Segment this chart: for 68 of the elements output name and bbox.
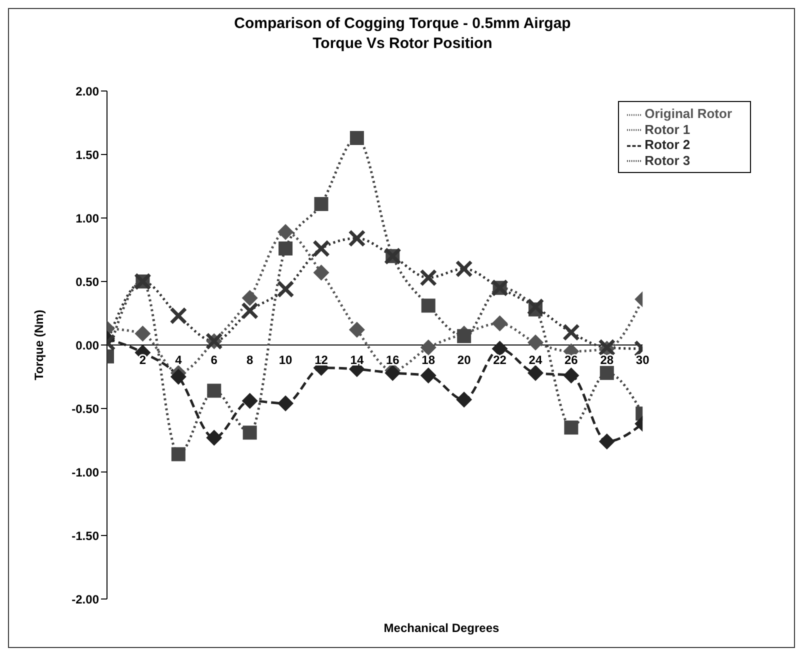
point bbox=[278, 241, 293, 256]
point bbox=[492, 315, 508, 332]
point bbox=[206, 430, 222, 446]
x-axis-title: Mechanical Degrees bbox=[382, 621, 500, 635]
point bbox=[241, 302, 259, 320]
point bbox=[314, 197, 328, 212]
y-tick-label: 1.50 bbox=[76, 148, 100, 162]
x-tick-label: 12 bbox=[314, 353, 328, 367]
point bbox=[242, 290, 258, 306]
x-tick-label: 26 bbox=[564, 353, 578, 367]
point bbox=[420, 340, 436, 356]
legend-label: Original Rotor bbox=[644, 106, 732, 121]
x-tick-label: 28 bbox=[600, 353, 614, 367]
point bbox=[171, 447, 186, 462]
point bbox=[278, 224, 294, 240]
y-tick-label: -1.00 bbox=[72, 465, 100, 480]
point bbox=[312, 240, 330, 258]
point bbox=[242, 392, 258, 409]
x-tick-label: 16 bbox=[386, 353, 400, 367]
point bbox=[564, 420, 578, 435]
y-tick-label: 2.00 bbox=[76, 84, 100, 98]
point bbox=[526, 298, 544, 316]
point bbox=[348, 230, 366, 248]
point bbox=[562, 324, 580, 342]
chart-title: Comparison of Cogging Torque - 0.5mm Airgap bbox=[233, 15, 572, 32]
y-tick-label: 0.50 bbox=[76, 274, 100, 289]
x-tick-label: 4 bbox=[175, 353, 182, 367]
point bbox=[527, 364, 544, 381]
y-tick-label: -0.50 bbox=[72, 402, 100, 416]
chart-subtitle: Torque Vs Rotor Position bbox=[312, 35, 494, 52]
point bbox=[350, 130, 364, 145]
x-tick-label: 22 bbox=[493, 353, 507, 367]
x-tick-label: 8 bbox=[246, 353, 254, 367]
point bbox=[421, 298, 436, 313]
legend-label: Rotor 3 bbox=[644, 152, 690, 168]
point bbox=[455, 260, 473, 278]
x-tick-label: 20 bbox=[457, 353, 472, 367]
x-tick-label: 6 bbox=[210, 353, 218, 367]
x-tick-label: 30 bbox=[636, 353, 650, 367]
point bbox=[420, 367, 436, 384]
y-tick-label: -1.50 bbox=[72, 528, 100, 543]
y-tick-label: 1.00 bbox=[76, 211, 100, 226]
legend-label: Rotor 2 bbox=[644, 137, 690, 152]
x-tick-label: 18 bbox=[422, 353, 436, 367]
point bbox=[170, 307, 188, 325]
point bbox=[492, 340, 508, 357]
point bbox=[170, 368, 186, 385]
point bbox=[563, 367, 580, 384]
point bbox=[457, 329, 472, 344]
point bbox=[278, 395, 294, 412]
point bbox=[600, 366, 614, 380]
point bbox=[134, 326, 151, 342]
point bbox=[242, 426, 257, 440]
x-tick-label: 24 bbox=[528, 353, 542, 367]
y-tick-label: 0.00 bbox=[76, 338, 100, 352]
point bbox=[456, 392, 472, 408]
x-tick-label: 10 bbox=[278, 353, 293, 367]
point bbox=[207, 384, 222, 398]
y-tick-label: -2.00 bbox=[72, 592, 100, 606]
point bbox=[527, 334, 544, 350]
x-tick-label: 14 bbox=[350, 353, 364, 367]
point bbox=[598, 434, 615, 450]
point bbox=[276, 280, 294, 298]
point bbox=[348, 322, 365, 338]
y-axis-title: Torque (Nm) bbox=[32, 310, 46, 380]
legend-label: Rotor 1 bbox=[644, 122, 690, 137]
point bbox=[420, 268, 438, 286]
point bbox=[313, 264, 330, 281]
